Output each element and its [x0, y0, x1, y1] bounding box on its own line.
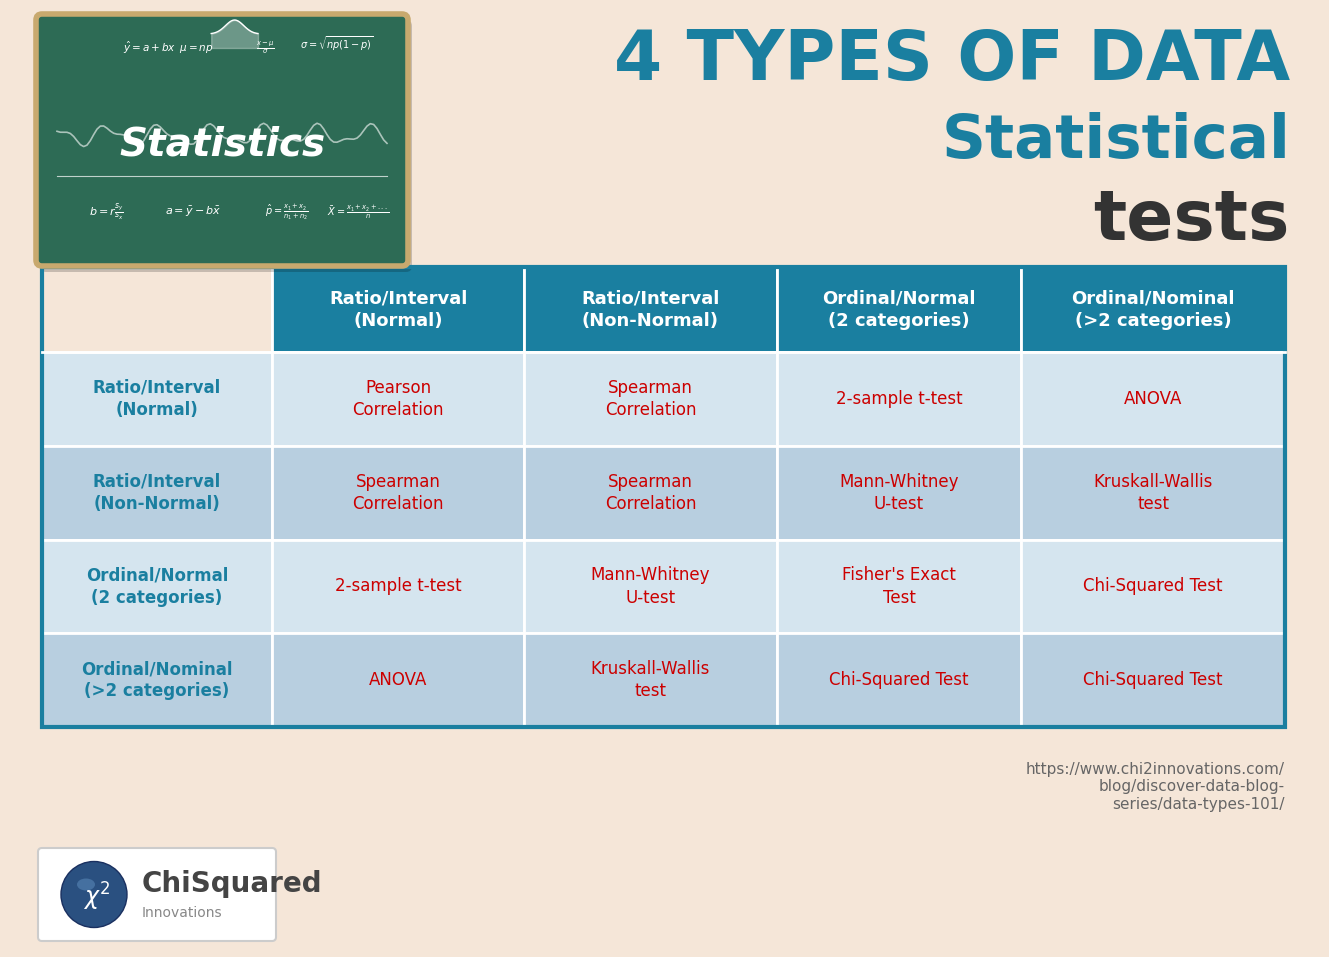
FancyBboxPatch shape: [776, 446, 1022, 540]
FancyBboxPatch shape: [776, 540, 1022, 634]
Text: $\sigma=\sqrt{np(1-p)}$: $\sigma=\sqrt{np(1-p)}$: [300, 34, 375, 54]
Text: Statistics: Statistics: [118, 125, 326, 164]
Text: Innovations: Innovations: [142, 906, 223, 921]
FancyBboxPatch shape: [1022, 352, 1285, 446]
Text: 4 TYPES OF DATA: 4 TYPES OF DATA: [614, 27, 1290, 94]
FancyBboxPatch shape: [272, 540, 524, 634]
Text: Ordinal/Nominal
(>2 categories): Ordinal/Nominal (>2 categories): [81, 660, 233, 701]
Text: Ordinal/Nominal
(>2 categories): Ordinal/Nominal (>2 categories): [1071, 289, 1235, 329]
Text: Ratio/Interval
(Normal): Ratio/Interval (Normal): [330, 289, 468, 329]
Text: tests: tests: [1094, 187, 1290, 254]
Text: Mann-Whitney
U-test: Mann-Whitney U-test: [590, 567, 710, 607]
Text: Spearman
Correlation: Spearman Correlation: [352, 473, 444, 513]
Text: Spearman
Correlation: Spearman Correlation: [605, 473, 696, 513]
Text: ChiSquared: ChiSquared: [142, 870, 323, 899]
Text: Chi-Squared Test: Chi-Squared Test: [1083, 671, 1223, 689]
FancyBboxPatch shape: [272, 446, 524, 540]
Text: $\chi^2$: $\chi^2$: [84, 880, 110, 913]
FancyBboxPatch shape: [776, 352, 1022, 446]
Text: Ratio/Interval
(Non-Normal): Ratio/Interval (Non-Normal): [93, 473, 221, 513]
Text: $\bar{X}=\frac{x_1+x_2+...}{n}$: $\bar{X}=\frac{x_1+x_2+...}{n}$: [327, 203, 391, 221]
Ellipse shape: [77, 879, 94, 891]
Text: Pearson
Correlation: Pearson Correlation: [352, 379, 444, 419]
Text: ANOVA: ANOVA: [369, 671, 428, 689]
Text: ANOVA: ANOVA: [1124, 389, 1183, 408]
FancyBboxPatch shape: [524, 267, 776, 352]
Text: Kruskall-Wallis
test: Kruskall-Wallis test: [1094, 473, 1213, 513]
Text: Mann-Whitney
U-test: Mann-Whitney U-test: [840, 473, 958, 513]
Text: Ratio/Interval
(Non-Normal): Ratio/Interval (Non-Normal): [581, 289, 719, 329]
Text: $\hat{y}=a+bx\;\;\mu=np$: $\hat{y}=a+bx\;\;\mu=np$: [122, 40, 213, 56]
Text: Chi-Squared Test: Chi-Squared Test: [1083, 577, 1223, 595]
Text: Fisher's Exact
Test: Fisher's Exact Test: [843, 567, 956, 607]
FancyBboxPatch shape: [43, 267, 272, 352]
FancyBboxPatch shape: [524, 634, 776, 727]
Text: Ordinal/Normal
(2 categories): Ordinal/Normal (2 categories): [86, 567, 229, 607]
FancyBboxPatch shape: [524, 446, 776, 540]
FancyBboxPatch shape: [524, 540, 776, 634]
FancyBboxPatch shape: [39, 848, 276, 941]
FancyBboxPatch shape: [43, 446, 272, 540]
FancyBboxPatch shape: [40, 20, 412, 272]
FancyBboxPatch shape: [272, 634, 524, 727]
FancyBboxPatch shape: [272, 352, 524, 446]
Ellipse shape: [61, 861, 128, 927]
Text: https://www.chi2innovations.com/
blog/discover-data-blog-
series/data-types-101/: https://www.chi2innovations.com/ blog/di…: [1026, 762, 1285, 812]
FancyBboxPatch shape: [43, 540, 272, 634]
FancyBboxPatch shape: [1022, 267, 1285, 352]
Text: $b=r\frac{s_y}{s_x}$: $b=r\frac{s_y}{s_x}$: [89, 202, 124, 222]
Text: Kruskall-Wallis
test: Kruskall-Wallis test: [591, 660, 710, 701]
FancyBboxPatch shape: [43, 634, 272, 727]
FancyBboxPatch shape: [776, 634, 1022, 727]
Text: $\hat{p}=\frac{x_1+x_2}{n_1+n_2}$: $\hat{p}=\frac{x_1+x_2}{n_1+n_2}$: [264, 202, 308, 222]
Text: Ordinal/Normal
(2 categories): Ordinal/Normal (2 categories): [823, 289, 975, 329]
FancyBboxPatch shape: [272, 267, 524, 352]
FancyBboxPatch shape: [36, 14, 408, 266]
FancyBboxPatch shape: [43, 352, 272, 446]
FancyBboxPatch shape: [1022, 446, 1285, 540]
Text: Spearman
Correlation: Spearman Correlation: [605, 379, 696, 419]
FancyBboxPatch shape: [1022, 540, 1285, 634]
Text: Chi-Squared Test: Chi-Squared Test: [829, 671, 969, 689]
Text: Ratio/Interval
(Normal): Ratio/Interval (Normal): [93, 379, 221, 419]
Text: $\frac{x-\mu}{\sigma}$: $\frac{x-\mu}{\sigma}$: [255, 39, 275, 56]
Text: 2-sample t-test: 2-sample t-test: [836, 389, 962, 408]
Text: Statistical: Statistical: [941, 112, 1290, 171]
Text: 2-sample t-test: 2-sample t-test: [335, 577, 461, 595]
FancyBboxPatch shape: [776, 267, 1022, 352]
FancyBboxPatch shape: [1022, 634, 1285, 727]
FancyBboxPatch shape: [524, 352, 776, 446]
Text: $a=\bar{y}-b\bar{x}$: $a=\bar{y}-b\bar{x}$: [165, 205, 222, 219]
